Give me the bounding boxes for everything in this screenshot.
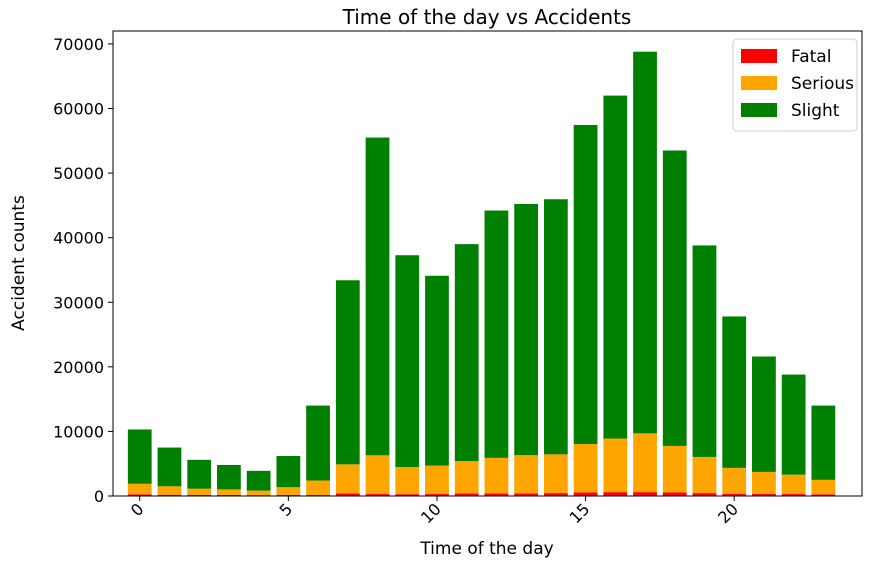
bar-serious-23 (811, 479, 836, 495)
y-axis-ticks: 0 10000 20000 30000 40000 50000 60000 70000 (53, 35, 113, 506)
bar-fatal-7 (335, 493, 360, 496)
bar-slight-10 (425, 275, 449, 466)
bar-fatal-10 (425, 494, 449, 496)
bar-slight-19 (692, 245, 717, 457)
bar-fatal-20 (722, 493, 747, 496)
bar-fatal-16 (603, 492, 628, 497)
y-tick-label: 60000 (53, 100, 104, 119)
bar-fatal-2 (187, 494, 212, 496)
bar-fatal-5 (276, 494, 301, 496)
legend: Fatal Serious Slight (732, 38, 858, 132)
bar-slight-23 (811, 405, 836, 480)
bar-slight-14 (543, 199, 568, 455)
bar-fatal-23 (811, 494, 836, 496)
bar-serious-12 (484, 457, 509, 494)
bar-slight-9 (395, 255, 420, 468)
legend-label-slight: Slight (791, 101, 840, 121)
bar-serious-11 (454, 461, 479, 494)
bar-serious-2 (187, 488, 212, 495)
bar-serious-3 (217, 489, 241, 495)
bar-slight-21 (752, 356, 776, 472)
bar-slight-7 (335, 280, 360, 465)
bar-fatal-14 (543, 493, 568, 496)
chart-title: Time of the day vs Accidents (342, 5, 632, 29)
bar-serious-17 (633, 433, 657, 493)
y-axis-label: Accident counts (9, 195, 29, 331)
bar-fatal-9 (395, 494, 420, 496)
y-tick-label: 50000 (53, 164, 104, 183)
bar-serious-18 (662, 445, 687, 493)
bar-serious-16 (603, 438, 628, 493)
bars-group (127, 51, 836, 497)
bar-fatal-1 (157, 494, 182, 496)
bar-fatal-13 (514, 493, 539, 496)
bar-slight-12 (484, 210, 509, 458)
y-tick-label: 70000 (53, 35, 104, 54)
bar-fatal-3 (217, 494, 241, 496)
y-tick-label: 20000 (53, 358, 104, 377)
bar-slight-18 (662, 150, 687, 446)
legend-label-serious: Serious (791, 74, 854, 94)
bar-serious-22 (781, 474, 806, 495)
bar-slight-2 (187, 459, 212, 489)
legend-swatch-slight (741, 103, 777, 117)
bar-fatal-12 (484, 493, 509, 496)
bar-slight-0 (127, 429, 152, 484)
bar-slight-3 (217, 465, 241, 490)
bar-fatal-21 (752, 493, 776, 496)
bar-serious-6 (306, 480, 330, 496)
bar-slight-11 (454, 244, 479, 462)
bar-serious-21 (752, 471, 776, 494)
legend-label-fatal: Fatal (791, 47, 831, 67)
bar-fatal-8 (365, 494, 390, 496)
bar-slight-22 (781, 374, 806, 475)
bar-serious-4 (246, 490, 271, 496)
bar-serious-10 (425, 465, 449, 495)
bar-serious-7 (335, 464, 360, 494)
bar-serious-15 (573, 444, 598, 493)
y-tick-label: 30000 (53, 293, 104, 312)
bar-fatal-11 (454, 493, 479, 496)
legend-swatch-fatal (741, 49, 777, 63)
y-tick-label: 40000 (53, 229, 104, 248)
bar-slight-6 (306, 405, 330, 481)
bar-fatal-22 (781, 494, 806, 496)
x-axis-label: Time of the day (419, 539, 553, 559)
bar-slight-1 (157, 447, 182, 487)
bar-slight-15 (573, 124, 598, 445)
bar-fatal-17 (633, 492, 657, 497)
plot-frame (112, 30, 863, 497)
bar-slight-20 (722, 316, 747, 468)
y-tick-label: 10000 (53, 422, 104, 441)
bar-serious-1 (157, 486, 182, 495)
bar-slight-16 (603, 95, 628, 439)
bar-slight-5 (276, 455, 301, 488)
bar-serious-20 (722, 467, 747, 494)
bar-serious-0 (127, 483, 152, 495)
bar-slight-17 (633, 51, 657, 434)
bar-serious-19 (692, 456, 717, 494)
bar-serious-8 (365, 455, 390, 495)
bar-fatal-15 (573, 492, 598, 496)
bar-serious-13 (514, 455, 539, 494)
legend-swatch-serious (741, 76, 777, 90)
bar-slight-4 (246, 470, 271, 491)
bar-fatal-19 (692, 493, 717, 496)
bar-slight-13 (514, 203, 539, 456)
bar-fatal-18 (662, 492, 687, 496)
bar-serious-5 (276, 487, 301, 495)
bar-fatal-0 (127, 494, 152, 496)
bar-serious-9 (395, 467, 420, 495)
bar-serious-14 (543, 454, 568, 494)
y-tick-label: 0 (94, 487, 104, 506)
bar-slight-8 (365, 137, 390, 456)
